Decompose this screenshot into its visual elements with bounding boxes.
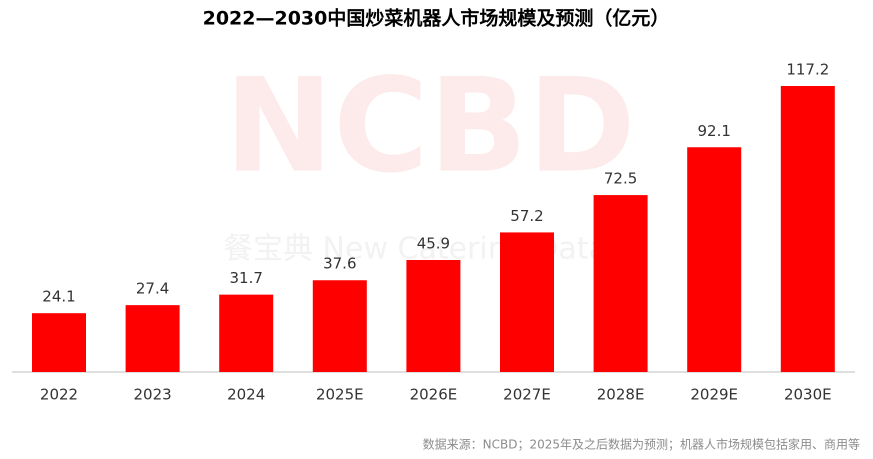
x-tick-label: 2029E [690, 386, 738, 404]
data-label: 117.2 [786, 61, 829, 79]
x-tick-label: 2024 [227, 386, 265, 404]
data-label: 31.7 [229, 269, 262, 287]
bar [125, 305, 180, 372]
data-label: 92.1 [697, 122, 730, 140]
x-tick-label: 2026E [410, 386, 458, 404]
data-label: 27.4 [136, 280, 169, 298]
bar [219, 294, 274, 372]
source-note: 数据来源：NCBD；2025年及之后数据为预测；机器人市场规模包括家用、商用等 [423, 437, 860, 452]
bar [406, 259, 461, 372]
bar [593, 195, 648, 372]
data-label: 37.6 [323, 255, 356, 273]
bar [312, 280, 367, 372]
x-tick-label: 2030E [784, 386, 832, 404]
x-tick-label: 2025E [316, 386, 364, 404]
data-label: 24.1 [42, 288, 75, 306]
data-label: 45.9 [417, 234, 450, 252]
x-tick-label: 2023 [134, 386, 172, 404]
x-tick-label: 2027E [503, 386, 551, 404]
bar [687, 147, 742, 372]
data-label: 72.5 [604, 170, 637, 188]
bar [32, 313, 86, 372]
watermark: NCBD [224, 50, 635, 202]
chart-title: 2022—2030中国炒菜机器人市场规模及预测（亿元） [203, 7, 670, 30]
x-tick-label: 2022 [40, 386, 78, 404]
x-tick-label: 2028E [597, 386, 645, 404]
data-label: 57.2 [510, 207, 543, 225]
bar [500, 232, 554, 372]
bar [780, 86, 835, 372]
